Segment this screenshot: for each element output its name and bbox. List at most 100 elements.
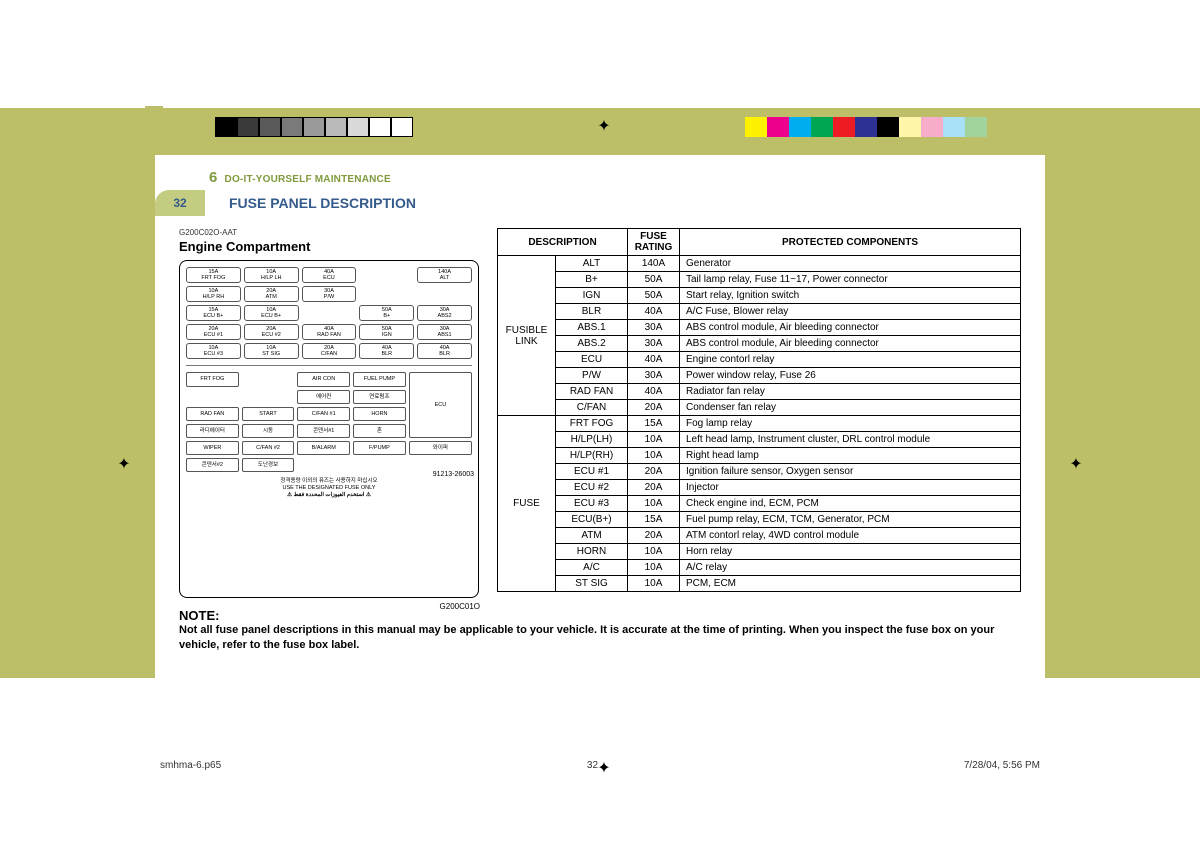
- cell-components: Ignition failure sensor, Oxygen sensor: [680, 464, 1021, 480]
- cell-desc: H/LP(RH): [556, 448, 628, 464]
- table-row: ECU #220AInjector: [498, 480, 1021, 496]
- fuse-cell: 20AECU #2: [244, 324, 299, 340]
- swatch: [303, 117, 325, 137]
- swatch: [237, 117, 259, 137]
- fuse-cell: 40AECU: [302, 267, 357, 283]
- page-content: 6 DO-IT-YOURSELF MAINTENANCE 32 FUSE PAN…: [155, 155, 1045, 715]
- relay-cell: FUEL PUMP: [353, 372, 406, 386]
- relay-cell: FRT FOG: [186, 372, 239, 386]
- table-row: RAD FAN40ARadiator fan relay: [498, 384, 1021, 400]
- cell-components: Radiator fan relay: [680, 384, 1021, 400]
- cell-rating: 15A: [628, 416, 680, 432]
- cell-desc: B+: [556, 272, 628, 288]
- part-number: 91213-26003: [433, 471, 474, 478]
- swatch: [899, 117, 921, 137]
- swatch: [281, 117, 303, 137]
- right-column: DESCRIPTION FUSERATING PROTECTED COMPONE…: [497, 228, 1021, 598]
- table-row: FUSIBLELINKALT140AGenerator: [498, 256, 1021, 272]
- table-row: A/C10AA/C relay: [498, 560, 1021, 576]
- cell-components: Engine contorl relay: [680, 352, 1021, 368]
- table-row: B+50ATail lamp relay, Fuse 11~17, Power …: [498, 272, 1021, 288]
- swatch: [259, 117, 281, 137]
- swatch: [745, 117, 767, 137]
- swatch: [391, 117, 413, 137]
- fuse-cell: 30AABS2: [417, 305, 472, 321]
- registration-mark-icon: ✦: [114, 454, 134, 474]
- table-row: ABS.130AABS control module, Air bleeding…: [498, 320, 1021, 336]
- fuse-cell: 40ABLR: [417, 343, 472, 359]
- table-header-row: DESCRIPTION FUSERATING PROTECTED COMPONE…: [498, 229, 1021, 256]
- th-rating: FUSERATING: [628, 229, 680, 256]
- fuse-cell: 40ABLR: [359, 343, 414, 359]
- diagram-code: G200C01O: [440, 602, 480, 611]
- th-description: DESCRIPTION: [498, 229, 628, 256]
- cell-rating: 10A: [628, 496, 680, 512]
- fuse-cell: 50AB+: [359, 305, 414, 321]
- relay-cell: 콘덴서#2: [186, 458, 239, 472]
- cell-components: Fuel pump relay, ECM, TCM, Generator, PC…: [680, 512, 1021, 528]
- cell-desc: ECU #2: [556, 480, 628, 496]
- note-heading: NOTE:: [179, 608, 1021, 623]
- diagram-note-ar: ⚠ استخدم الفيوزات المحددة فقط ⚠: [186, 492, 472, 499]
- relay-cell: B/ALARM: [297, 441, 350, 455]
- cell-rating: 20A: [628, 400, 680, 416]
- fuse-cell: 30AP/W: [302, 286, 357, 302]
- cell-rating: 10A: [628, 544, 680, 560]
- cell-rating: 10A: [628, 432, 680, 448]
- engine-compartment-heading: Engine Compartment: [179, 239, 479, 254]
- swatch: [369, 117, 391, 137]
- cell-components: Generator: [680, 256, 1021, 272]
- fuse-cell: 20AATM: [244, 286, 299, 302]
- group-label: FUSE: [498, 416, 556, 592]
- fuse-cell: 20AECU #1: [186, 324, 241, 340]
- relay-cell: C/FAN #2: [242, 441, 295, 455]
- cell-desc: A/C: [556, 560, 628, 576]
- cell-desc: ABS.2: [556, 336, 628, 352]
- swatch: [965, 117, 987, 137]
- swatch: [789, 117, 811, 137]
- cell-components: PCM, ECM: [680, 576, 1021, 592]
- cell-desc: ALT: [556, 256, 628, 272]
- cell-rating: 10A: [628, 576, 680, 592]
- page-number-badge: 32: [155, 190, 205, 216]
- chapter-header: 6 DO-IT-YOURSELF MAINTENANCE: [209, 169, 1021, 186]
- cell-rating: 20A: [628, 528, 680, 544]
- swatch: [767, 117, 789, 137]
- table-row: FUSEFRT FOG15AFog lamp relay: [498, 416, 1021, 432]
- table-row: HORN10AHorn relay: [498, 544, 1021, 560]
- fuse-cell: 10AH/LP RH: [186, 286, 241, 302]
- cell-components: Check engine ind, ECM, PCM: [680, 496, 1021, 512]
- cell-rating: 40A: [628, 384, 680, 400]
- fuse-cell: 15AFRT FOG: [186, 267, 241, 283]
- cell-components: Condenser fan relay: [680, 400, 1021, 416]
- table-row: H/LP(LH)10ALeft head lamp, Instrument cl…: [498, 432, 1021, 448]
- cell-components: Fog lamp relay: [680, 416, 1021, 432]
- table-row: IGN50AStart relay, Ignition switch: [498, 288, 1021, 304]
- fuse-cell: 20AC/FAN: [302, 343, 357, 359]
- left-column: G200C02O-AAT Engine Compartment 15AFRT F…: [179, 228, 479, 598]
- swatch: [877, 117, 899, 137]
- relay-cell: 연료펌프: [353, 390, 406, 404]
- cell-components: ABS control module, Air bleeding connect…: [680, 336, 1021, 352]
- cell-rating: 50A: [628, 288, 680, 304]
- relay-cell: 혼: [353, 424, 406, 438]
- th-components: PROTECTED COMPONENTS: [680, 229, 1021, 256]
- cell-rating: 20A: [628, 464, 680, 480]
- table-row: P/W30APower window relay, Fuse 26: [498, 368, 1021, 384]
- cell-rating: 30A: [628, 368, 680, 384]
- relay-cell: 콘덴서#1: [297, 424, 350, 438]
- chapter-number: 6: [209, 169, 218, 186]
- print-footer: smhma-6.p65 32 7/28/04, 5:56 PM: [160, 760, 1040, 771]
- footer-page: 32: [587, 760, 598, 771]
- color-bar-grayscale: [215, 117, 413, 137]
- fuse-cell: 15AECU B+: [186, 305, 241, 321]
- swatch: [943, 117, 965, 137]
- cell-desc: P/W: [556, 368, 628, 384]
- relay-cell: 라디에이터: [186, 424, 239, 438]
- relay-cell: F/PUMP: [353, 441, 406, 455]
- cell-rating: 15A: [628, 512, 680, 528]
- fuse-cell: 50AIGN: [359, 324, 414, 340]
- fuse-box-diagram: 15AFRT FOG10AH/LP LH40AECU140AALT10AH/LP…: [179, 260, 479, 598]
- relay-cell: 시동: [242, 424, 295, 438]
- cell-desc: FRT FOG: [556, 416, 628, 432]
